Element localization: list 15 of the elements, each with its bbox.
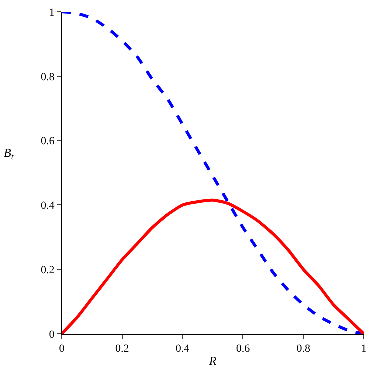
x-tick-label: 0.8	[296, 343, 311, 356]
x-tick-label: 0.6	[236, 343, 251, 356]
x-tick-label: 0.2	[116, 343, 130, 356]
y-tick-label: 0.8	[41, 71, 56, 84]
y-tick-label: 0.2	[41, 264, 55, 276]
x-tick-label: 0.4	[176, 343, 190, 356]
line-series	[62, 12, 364, 334]
y-tick-label: 1	[49, 6, 55, 19]
x-axis-title: R	[208, 354, 218, 368]
y-tick-label: 0.6	[41, 136, 56, 148]
x-tick-label: 0	[59, 343, 66, 356]
y-tick-label: 0	[49, 328, 56, 341]
y-tick-label: 0.4	[41, 200, 56, 212]
x-tick-label: 1	[361, 343, 367, 356]
y-axis-title: B$_{t}$	[4, 146, 14, 162]
